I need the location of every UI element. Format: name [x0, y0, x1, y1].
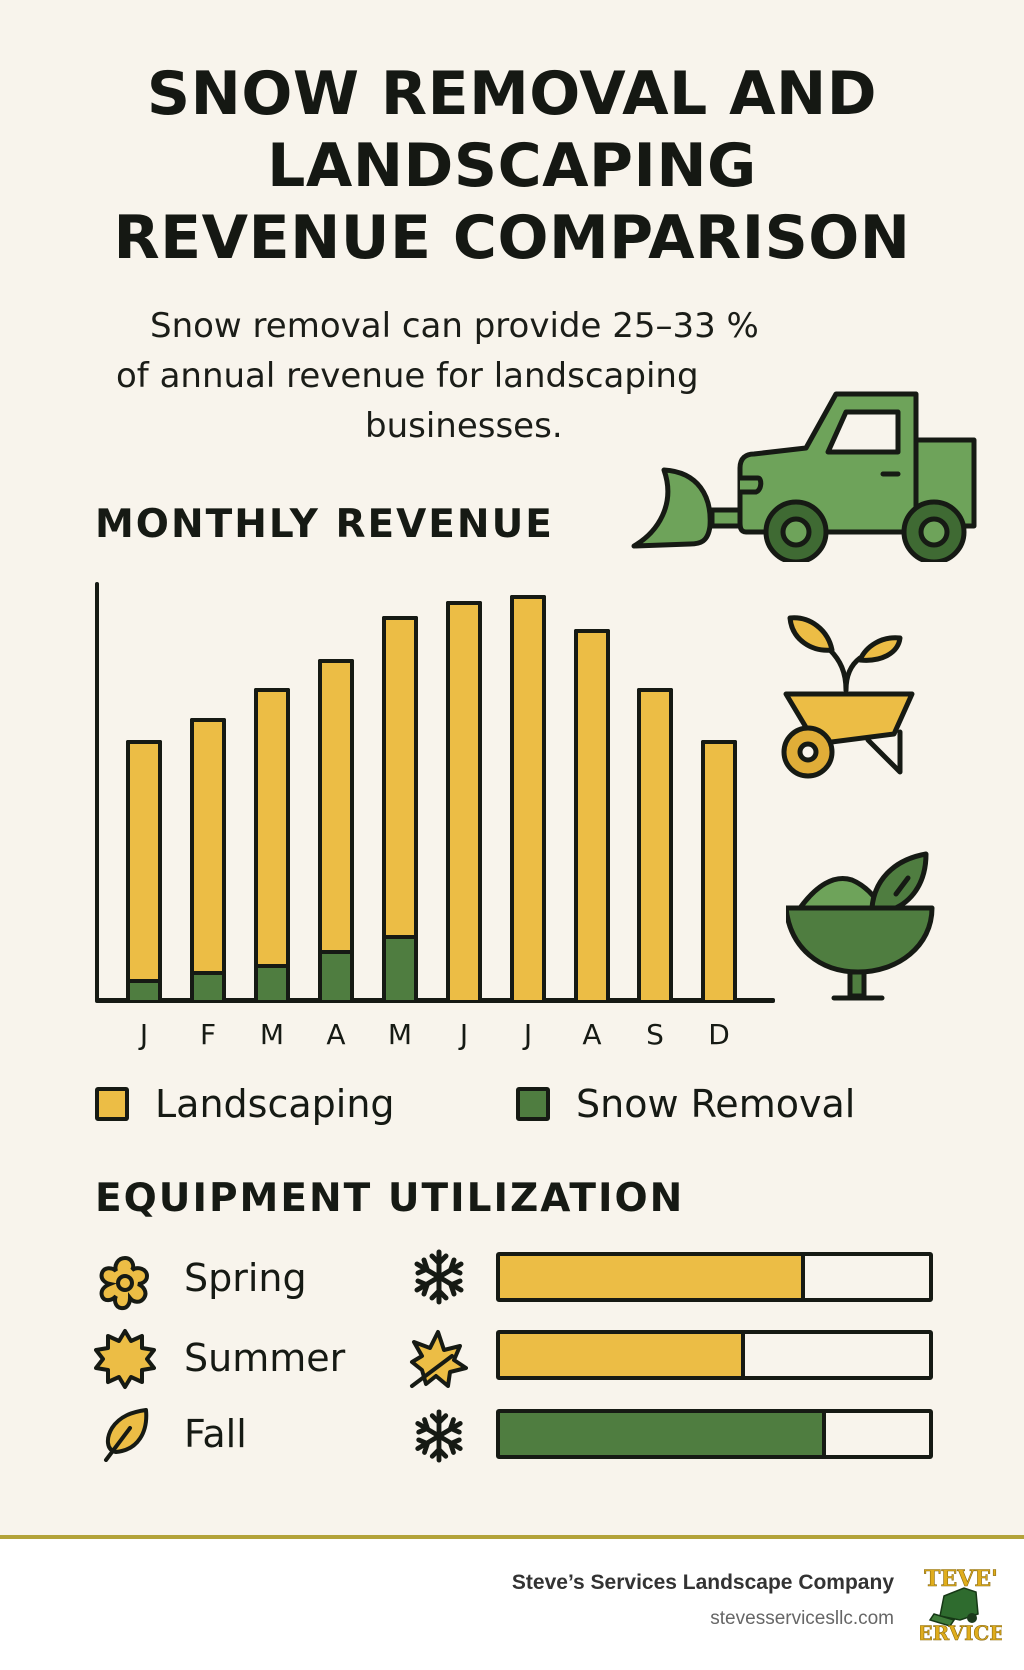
logo-top-text: TEVE' — [924, 1566, 998, 1592]
month-label: A — [326, 1018, 346, 1051]
bar-feb — [190, 718, 226, 1000]
month-label: M — [387, 1018, 413, 1051]
footer — [0, 1535, 1024, 1670]
planter-bowl-icon — [786, 851, 935, 1001]
season-label-spring: Spring — [184, 1256, 307, 1300]
flower-icon — [99, 1255, 150, 1311]
bar-jun — [446, 601, 482, 1000]
utilization-bar-summer — [496, 1330, 933, 1380]
bar-may — [382, 616, 418, 1000]
bar-segment-landscaping — [130, 744, 158, 979]
bar-segment-snow-removal — [386, 935, 414, 1000]
bar-segment-snow-removal — [258, 964, 286, 1000]
utilization-bar-spring — [496, 1252, 933, 1302]
utilization-fill — [500, 1256, 805, 1298]
title-line-3: REVENUE COMPARISON — [113, 203, 911, 273]
bar-segment-landscaping — [705, 744, 733, 1000]
utilization-fill — [500, 1413, 827, 1455]
bar-segment-landscaping — [322, 663, 350, 950]
legend-label: Snow Removal — [576, 1082, 856, 1126]
month-label: A — [582, 1018, 602, 1051]
sun-icon — [94, 1329, 156, 1389]
y-axis — [95, 582, 99, 1002]
maple-leaf-icon — [410, 1330, 468, 1388]
month-label: M — [259, 1018, 285, 1051]
month-label: S — [646, 1018, 664, 1051]
x-axis — [95, 998, 775, 1003]
bar-segment-snow-removal — [194, 971, 222, 1000]
company-logo: TEVE' ERVICE — [917, 1562, 1005, 1645]
month-label: F — [199, 1018, 217, 1051]
bar-segment-landscaping — [450, 605, 478, 1000]
snowflake-icon — [414, 1249, 464, 1305]
bar-segment-landscaping — [386, 620, 414, 935]
footer-company-name: Steve’s Services Landscape Company — [511, 1571, 894, 1594]
month-label: J — [139, 1018, 149, 1051]
bar-segment-snow-removal — [322, 950, 350, 1000]
legend-label: Landscaping — [155, 1082, 395, 1126]
subtitle-line-1: Snow removal can provide 25–33 % — [150, 306, 759, 346]
leaf-icon — [104, 1408, 149, 1462]
utilization-bar-fall — [496, 1409, 933, 1459]
bar-mar — [254, 688, 290, 1000]
legend-item-landscaping: Landscaping — [95, 1082, 395, 1126]
bar-segment-landscaping — [258, 692, 286, 964]
season-label-fall: Fall — [184, 1412, 247, 1456]
logo-graphic: TEVE' ERVICE — [917, 1562, 1005, 1645]
footer-website-link[interactable]: stevesservicesllc.com — [710, 1608, 894, 1629]
bar-segment-landscaping — [514, 599, 542, 1000]
title-line-1: SNOW REMOVAL AND — [146, 59, 878, 129]
landscaping-swatch — [95, 1087, 129, 1121]
bar-segment-landscaping — [578, 633, 606, 1000]
title-line-2: LANDSCAPING — [267, 131, 757, 201]
bar-segment-snow-removal — [130, 979, 158, 1000]
snowplow-truck-icon — [631, 391, 977, 562]
bar-jul — [510, 595, 546, 1000]
bar-segment-landscaping — [194, 722, 222, 971]
month-label: J — [523, 1018, 533, 1051]
bar-dec — [701, 740, 737, 1000]
month-label: J — [459, 1018, 469, 1051]
bar-sep — [637, 688, 673, 1000]
bar-jan — [126, 740, 162, 1000]
utilization-fill — [500, 1334, 745, 1376]
snow-removal-swatch — [516, 1087, 550, 1121]
legend-item-snow-removal: Snow Removal — [516, 1082, 855, 1126]
bar-segment-landscaping — [641, 692, 669, 1000]
wheelbarrow-sprout-icon — [781, 615, 915, 779]
page-title: SNOW REMOVAL AND LANDSCAPING REVENUE COM… — [0, 58, 1024, 274]
monthly-revenue-heading: MONTHLY REVENUE — [95, 502, 554, 547]
equipment-utilization-heading: EQUIPMENT UTILIZATION — [95, 1176, 685, 1221]
subtitle-line-3: businesses. — [365, 406, 563, 446]
month-label: D — [708, 1018, 730, 1051]
bar-aug — [574, 629, 610, 1000]
subtitle-line-2: of annual revenue for landscaping — [116, 356, 699, 396]
season-label-summer: Summer — [184, 1336, 346, 1380]
bar-apr — [318, 659, 354, 1000]
snowflake-icon — [415, 1409, 463, 1463]
logo-bottom-text: ERVICE — [920, 1621, 1002, 1642]
